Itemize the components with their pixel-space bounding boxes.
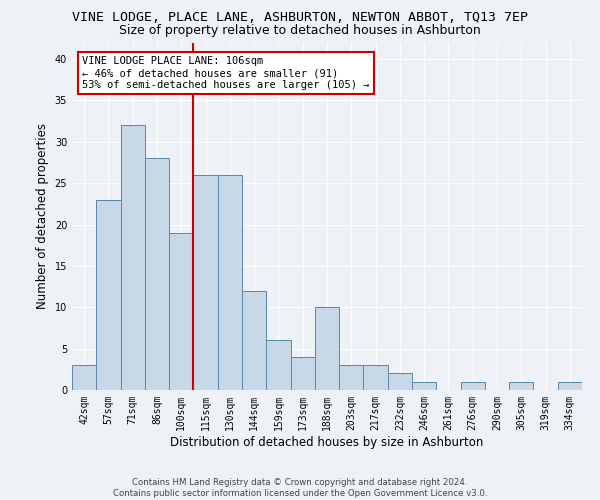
Text: Contains HM Land Registry data © Crown copyright and database right 2024.
Contai: Contains HM Land Registry data © Crown c… [113,478,487,498]
Bar [242,290,266,390]
Bar [145,158,169,390]
Bar [266,340,290,390]
Bar [193,175,218,390]
Bar [169,233,193,390]
Text: VINE LODGE, PLACE LANE, ASHBURTON, NEWTON ABBOT, TQ13 7EP: VINE LODGE, PLACE LANE, ASHBURTON, NEWTO… [72,11,528,24]
Text: VINE LODGE PLACE LANE: 106sqm
← 46% of detached houses are smaller (91)
53% of s: VINE LODGE PLACE LANE: 106sqm ← 46% of d… [82,56,370,90]
Text: Size of property relative to detached houses in Ashburton: Size of property relative to detached ho… [119,24,481,37]
Bar [121,125,145,390]
Bar [509,382,533,390]
Bar [339,365,364,390]
Bar [72,365,96,390]
Bar [558,382,582,390]
Bar [412,382,436,390]
Bar [461,382,485,390]
Bar [364,365,388,390]
Y-axis label: Number of detached properties: Number of detached properties [36,123,49,309]
Bar [218,175,242,390]
Bar [290,357,315,390]
Bar [96,200,121,390]
Bar [388,374,412,390]
Bar [315,308,339,390]
X-axis label: Distribution of detached houses by size in Ashburton: Distribution of detached houses by size … [170,436,484,448]
